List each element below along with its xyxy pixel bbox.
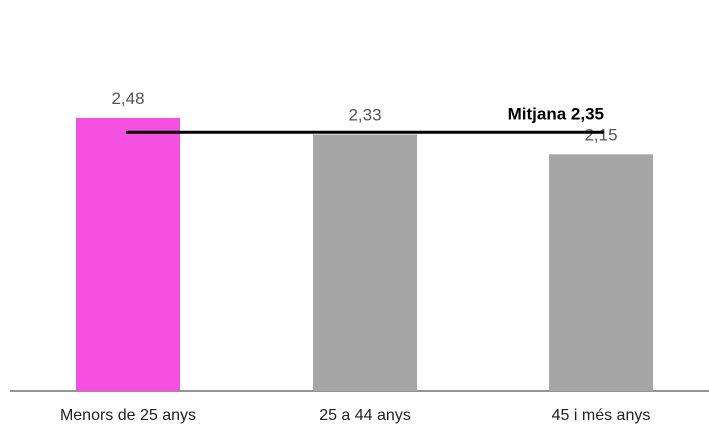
bar-3 <box>549 154 653 391</box>
bar-value-label-3: 2,15 <box>584 125 617 144</box>
average-reference-label: Mitjana 2,35 <box>508 104 604 123</box>
bar-value-label-1: 2,48 <box>111 89 144 108</box>
bar-value-label-2: 2,33 <box>348 106 381 125</box>
category-label-1: Menors de 25 anys <box>60 407 196 424</box>
category-label-3: 45 i més anys <box>552 407 651 424</box>
bar-1 <box>76 118 180 391</box>
bar-2 <box>313 134 417 392</box>
category-label-2: 25 a 44 anys <box>319 407 411 424</box>
